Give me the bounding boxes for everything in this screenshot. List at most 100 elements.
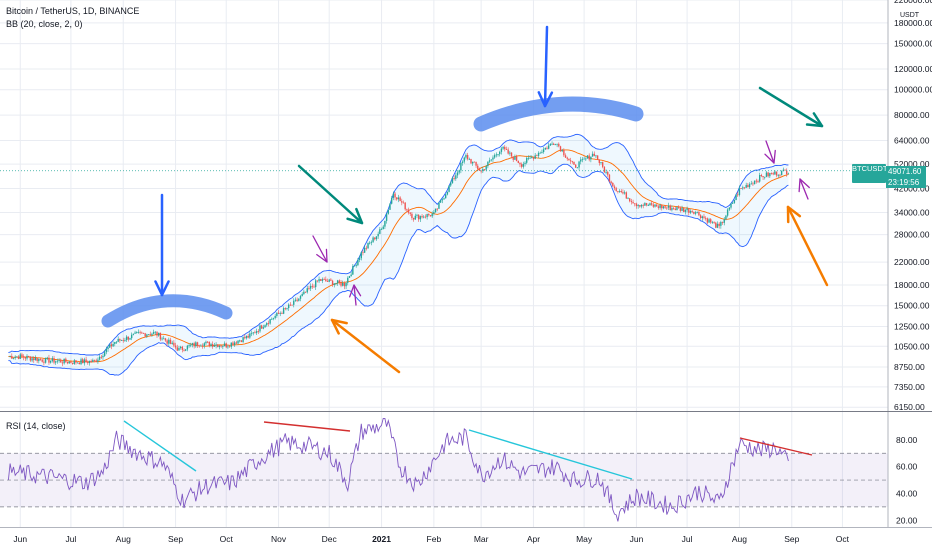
candle-body xyxy=(102,355,104,358)
candle-body xyxy=(85,359,87,362)
candle-body xyxy=(601,162,604,167)
bb-upper-band xyxy=(8,133,789,356)
arrow-purple-head xyxy=(349,284,362,298)
candle-body xyxy=(353,265,356,267)
candle-body xyxy=(348,276,351,278)
candle-body xyxy=(163,338,165,340)
candle-body xyxy=(507,149,509,154)
candle-body xyxy=(608,174,611,182)
candle-body xyxy=(480,170,482,172)
candle-body xyxy=(505,149,508,150)
candle-body xyxy=(21,354,23,357)
candle-body xyxy=(385,213,388,221)
candle-body xyxy=(75,360,77,363)
candle-body xyxy=(563,150,565,156)
candle-body xyxy=(541,152,543,153)
candle-body xyxy=(36,357,38,362)
candle-body xyxy=(777,174,779,176)
arrow-purple-head xyxy=(764,149,776,164)
candle-body xyxy=(232,342,234,345)
candle-body xyxy=(88,360,91,364)
candle-body xyxy=(742,187,744,189)
candle-body xyxy=(115,341,118,343)
candle-body xyxy=(546,147,548,149)
candle-body xyxy=(34,357,37,361)
candle-body xyxy=(164,338,167,341)
candle-body xyxy=(97,359,99,362)
candle-body xyxy=(298,298,300,301)
candle-body xyxy=(696,211,698,213)
candle-body xyxy=(276,312,278,316)
candle-body xyxy=(357,260,359,266)
candle-body xyxy=(421,216,423,218)
candle-body xyxy=(377,233,379,237)
candle-body xyxy=(390,197,393,204)
candle-body xyxy=(483,169,486,170)
candle-body xyxy=(281,313,283,314)
candle-body xyxy=(195,342,197,347)
price-tick-label: 42000.00 xyxy=(894,183,930,193)
candle-body xyxy=(600,162,602,163)
candle-body xyxy=(559,146,562,152)
candle-body xyxy=(693,211,695,214)
candle-body xyxy=(434,208,437,213)
candle-body xyxy=(531,157,533,158)
candle-body xyxy=(142,332,145,334)
candle-body xyxy=(488,160,491,162)
candle-body xyxy=(787,173,790,175)
candle-body xyxy=(26,355,28,359)
candle-body xyxy=(360,252,362,259)
candle-body xyxy=(701,216,703,219)
chart-title: Bitcoin / TetherUS, 1D, BINANCE xyxy=(6,6,140,16)
candle-body xyxy=(156,331,158,336)
candle-body xyxy=(502,146,504,149)
candle-body xyxy=(659,205,661,208)
candle-body xyxy=(520,164,523,167)
candle-body xyxy=(517,161,519,163)
rsi-line xyxy=(7,417,789,522)
candle-body xyxy=(92,359,94,362)
candle-body xyxy=(598,159,601,163)
candle-body xyxy=(607,172,609,175)
candle-body xyxy=(689,211,692,213)
candle-body xyxy=(314,280,317,288)
candle-body xyxy=(44,357,47,363)
grid xyxy=(0,0,888,527)
candle-body xyxy=(29,356,32,361)
candle-body xyxy=(666,207,668,209)
price-tick-label: 8750.00 xyxy=(894,362,925,372)
candle-body xyxy=(757,181,759,183)
symbol-price-tag: BTCUSDT xyxy=(852,164,887,183)
candle-body xyxy=(522,163,525,167)
candle-body xyxy=(703,216,705,218)
arrow-teal-head xyxy=(805,112,824,128)
candle-body xyxy=(272,318,275,319)
candle-body xyxy=(125,336,128,341)
candle-body xyxy=(289,304,292,306)
candle-body xyxy=(296,299,298,301)
candle-body xyxy=(433,212,435,214)
candle-body xyxy=(325,279,327,282)
candle-body xyxy=(291,304,293,306)
candle-body xyxy=(758,175,761,182)
candle-body xyxy=(257,331,259,332)
candle-body xyxy=(190,344,192,346)
candle-body xyxy=(786,170,788,174)
candle-body xyxy=(48,357,50,363)
candle-body xyxy=(342,283,344,286)
candle-body xyxy=(429,215,432,217)
candle-body xyxy=(622,192,624,194)
candle-body xyxy=(76,362,79,364)
candle-body xyxy=(340,282,342,286)
candle-body xyxy=(453,177,455,179)
candle-body xyxy=(375,236,378,240)
candle-body xyxy=(780,170,783,176)
candle-body xyxy=(277,312,280,314)
candle-body xyxy=(363,247,366,253)
arrow-purple xyxy=(353,284,357,306)
price-tick-label: 34000.00 xyxy=(894,208,930,218)
candle-body xyxy=(205,341,207,344)
candle-body xyxy=(345,282,347,287)
candle-body xyxy=(409,212,411,214)
